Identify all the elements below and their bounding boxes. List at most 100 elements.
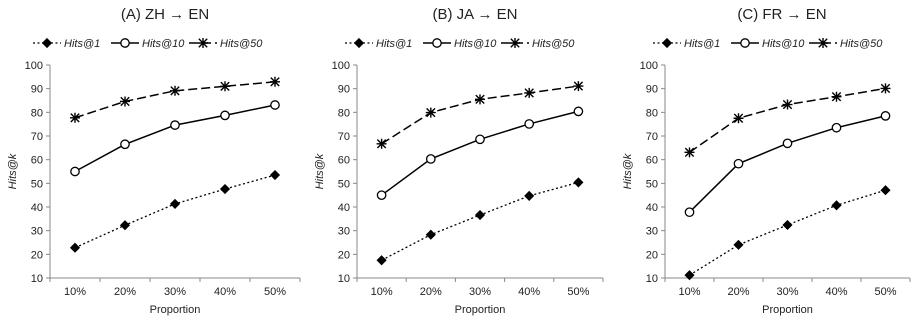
x-tick-label: 30% [469, 286, 491, 298]
x-tick-label: 10% [64, 286, 86, 298]
data-point [782, 138, 793, 149]
legend-item-hits-at-1: Hits@1 [33, 37, 100, 50]
y-tick-label: 70 [31, 131, 43, 143]
data-point [573, 81, 584, 92]
series-hits-at-1 [684, 185, 891, 281]
legend-label: Hits@10 [454, 38, 497, 50]
y-tick-label: 40 [338, 202, 350, 214]
chart-panel-1: (A) ZH → EN Hits@1 Hits@10 Hits@50 10 20 30 40 5… [7, 6, 301, 316]
data-point [524, 190, 535, 201]
x-tick-label: 40% [518, 286, 540, 298]
legend-item-hits-at-1: Hits@1 [345, 37, 412, 50]
series-line [381, 110, 579, 196]
legend-label: Hits@1 [684, 38, 720, 50]
data-point [733, 113, 744, 124]
data-point [573, 177, 584, 188]
y-tick-label: 60 [31, 155, 43, 167]
data-point [831, 200, 842, 211]
data-point [733, 239, 744, 250]
legend-label: Hits@10 [762, 38, 805, 50]
data-point [880, 83, 891, 94]
legend-marker [120, 38, 130, 48]
data-point [219, 183, 231, 195]
data-point [474, 209, 486, 221]
series-hits-at-1 [376, 177, 584, 266]
legend-label: Hits@50 [532, 38, 575, 50]
series-hits-at-50 [70, 76, 280, 123]
chart-title: (A) ZH → EN [121, 6, 209, 23]
legend-item-hits-at-1: Hits@1 [653, 37, 720, 50]
legend-marker [510, 38, 520, 48]
legend: Hits@1 Hits@10 Hits@50 [33, 37, 263, 50]
legend-item-hits-at-50: Hits@50 [501, 38, 575, 50]
y-tick-label: 20 [646, 249, 658, 261]
series-hits-at-10 [70, 100, 280, 177]
legend-item-hits-at-10: Hits@10 [111, 38, 185, 50]
x-tick-label: 40% [214, 286, 236, 298]
y-axis-label: Hits@k [622, 153, 634, 189]
data-point [425, 229, 436, 240]
y-tick-label: 90 [646, 84, 658, 96]
data-point [782, 219, 793, 231]
legend-label: Hits@1 [64, 38, 100, 50]
series-hits-at-10 [376, 106, 584, 201]
legend-marker [41, 37, 53, 49]
data-point [782, 99, 793, 110]
y-tick-label: 40 [646, 202, 658, 214]
y-tick-label: 80 [338, 107, 350, 119]
y-tick-label: 50 [338, 178, 350, 190]
series-line [381, 181, 579, 261]
y-tick-label: 60 [338, 155, 350, 167]
data-point [880, 185, 891, 196]
chart-title: (B) JA → EN [432, 6, 517, 23]
y-tick-label: 50 [646, 178, 658, 190]
series-hits-at-10 [684, 111, 891, 218]
data-point [573, 106, 584, 117]
series-line [689, 189, 886, 276]
data-point [270, 100, 280, 110]
y-tick-label: 90 [338, 84, 350, 96]
legend-marker [198, 38, 208, 48]
y-tick-label: 100 [640, 60, 658, 72]
x-axis-label: Proportion [150, 304, 201, 316]
y-tick-label: 70 [338, 131, 350, 143]
x-tick-label: 10% [371, 286, 393, 298]
data-point [170, 85, 180, 96]
data-point [70, 112, 80, 123]
series-line [688, 115, 886, 213]
data-point [170, 120, 180, 130]
legend-item-hits-at-50: Hits@50 [809, 38, 883, 50]
y-tick-label: 10 [31, 273, 43, 285]
x-tick-label: 50% [264, 286, 286, 298]
legend-label: Hits@50 [220, 38, 263, 50]
series-hits-at-1 [69, 169, 281, 253]
series-line [74, 104, 276, 173]
data-point [684, 147, 695, 158]
data-point [831, 122, 842, 133]
y-tick-label: 90 [31, 84, 43, 96]
data-point [475, 134, 485, 145]
x-tick-label: 30% [776, 286, 798, 298]
chart-panel-2: (B) JA → EN Hits@1 Hits@10 Hits@50 10 20 30 40 5… [314, 6, 604, 316]
data-point [120, 139, 130, 150]
series-line [74, 81, 276, 119]
y-tick-label: 50 [31, 178, 43, 190]
y-tick-label: 10 [646, 273, 658, 285]
legend-marker [432, 38, 442, 48]
series-line [74, 174, 276, 249]
data-point [684, 270, 695, 281]
data-point [270, 76, 280, 87]
data-point [120, 96, 130, 107]
y-tick-label: 80 [31, 107, 43, 119]
data-point [269, 169, 281, 181]
y-tick-label: 10 [338, 273, 350, 285]
data-point [169, 198, 181, 209]
x-tick-label: 50% [874, 286, 896, 298]
data-point [70, 166, 80, 177]
legend-marker [740, 38, 750, 48]
y-tick-label: 80 [646, 107, 658, 119]
y-tick-label: 70 [646, 131, 658, 143]
data-point [475, 94, 485, 105]
y-tick-label: 100 [332, 60, 350, 72]
